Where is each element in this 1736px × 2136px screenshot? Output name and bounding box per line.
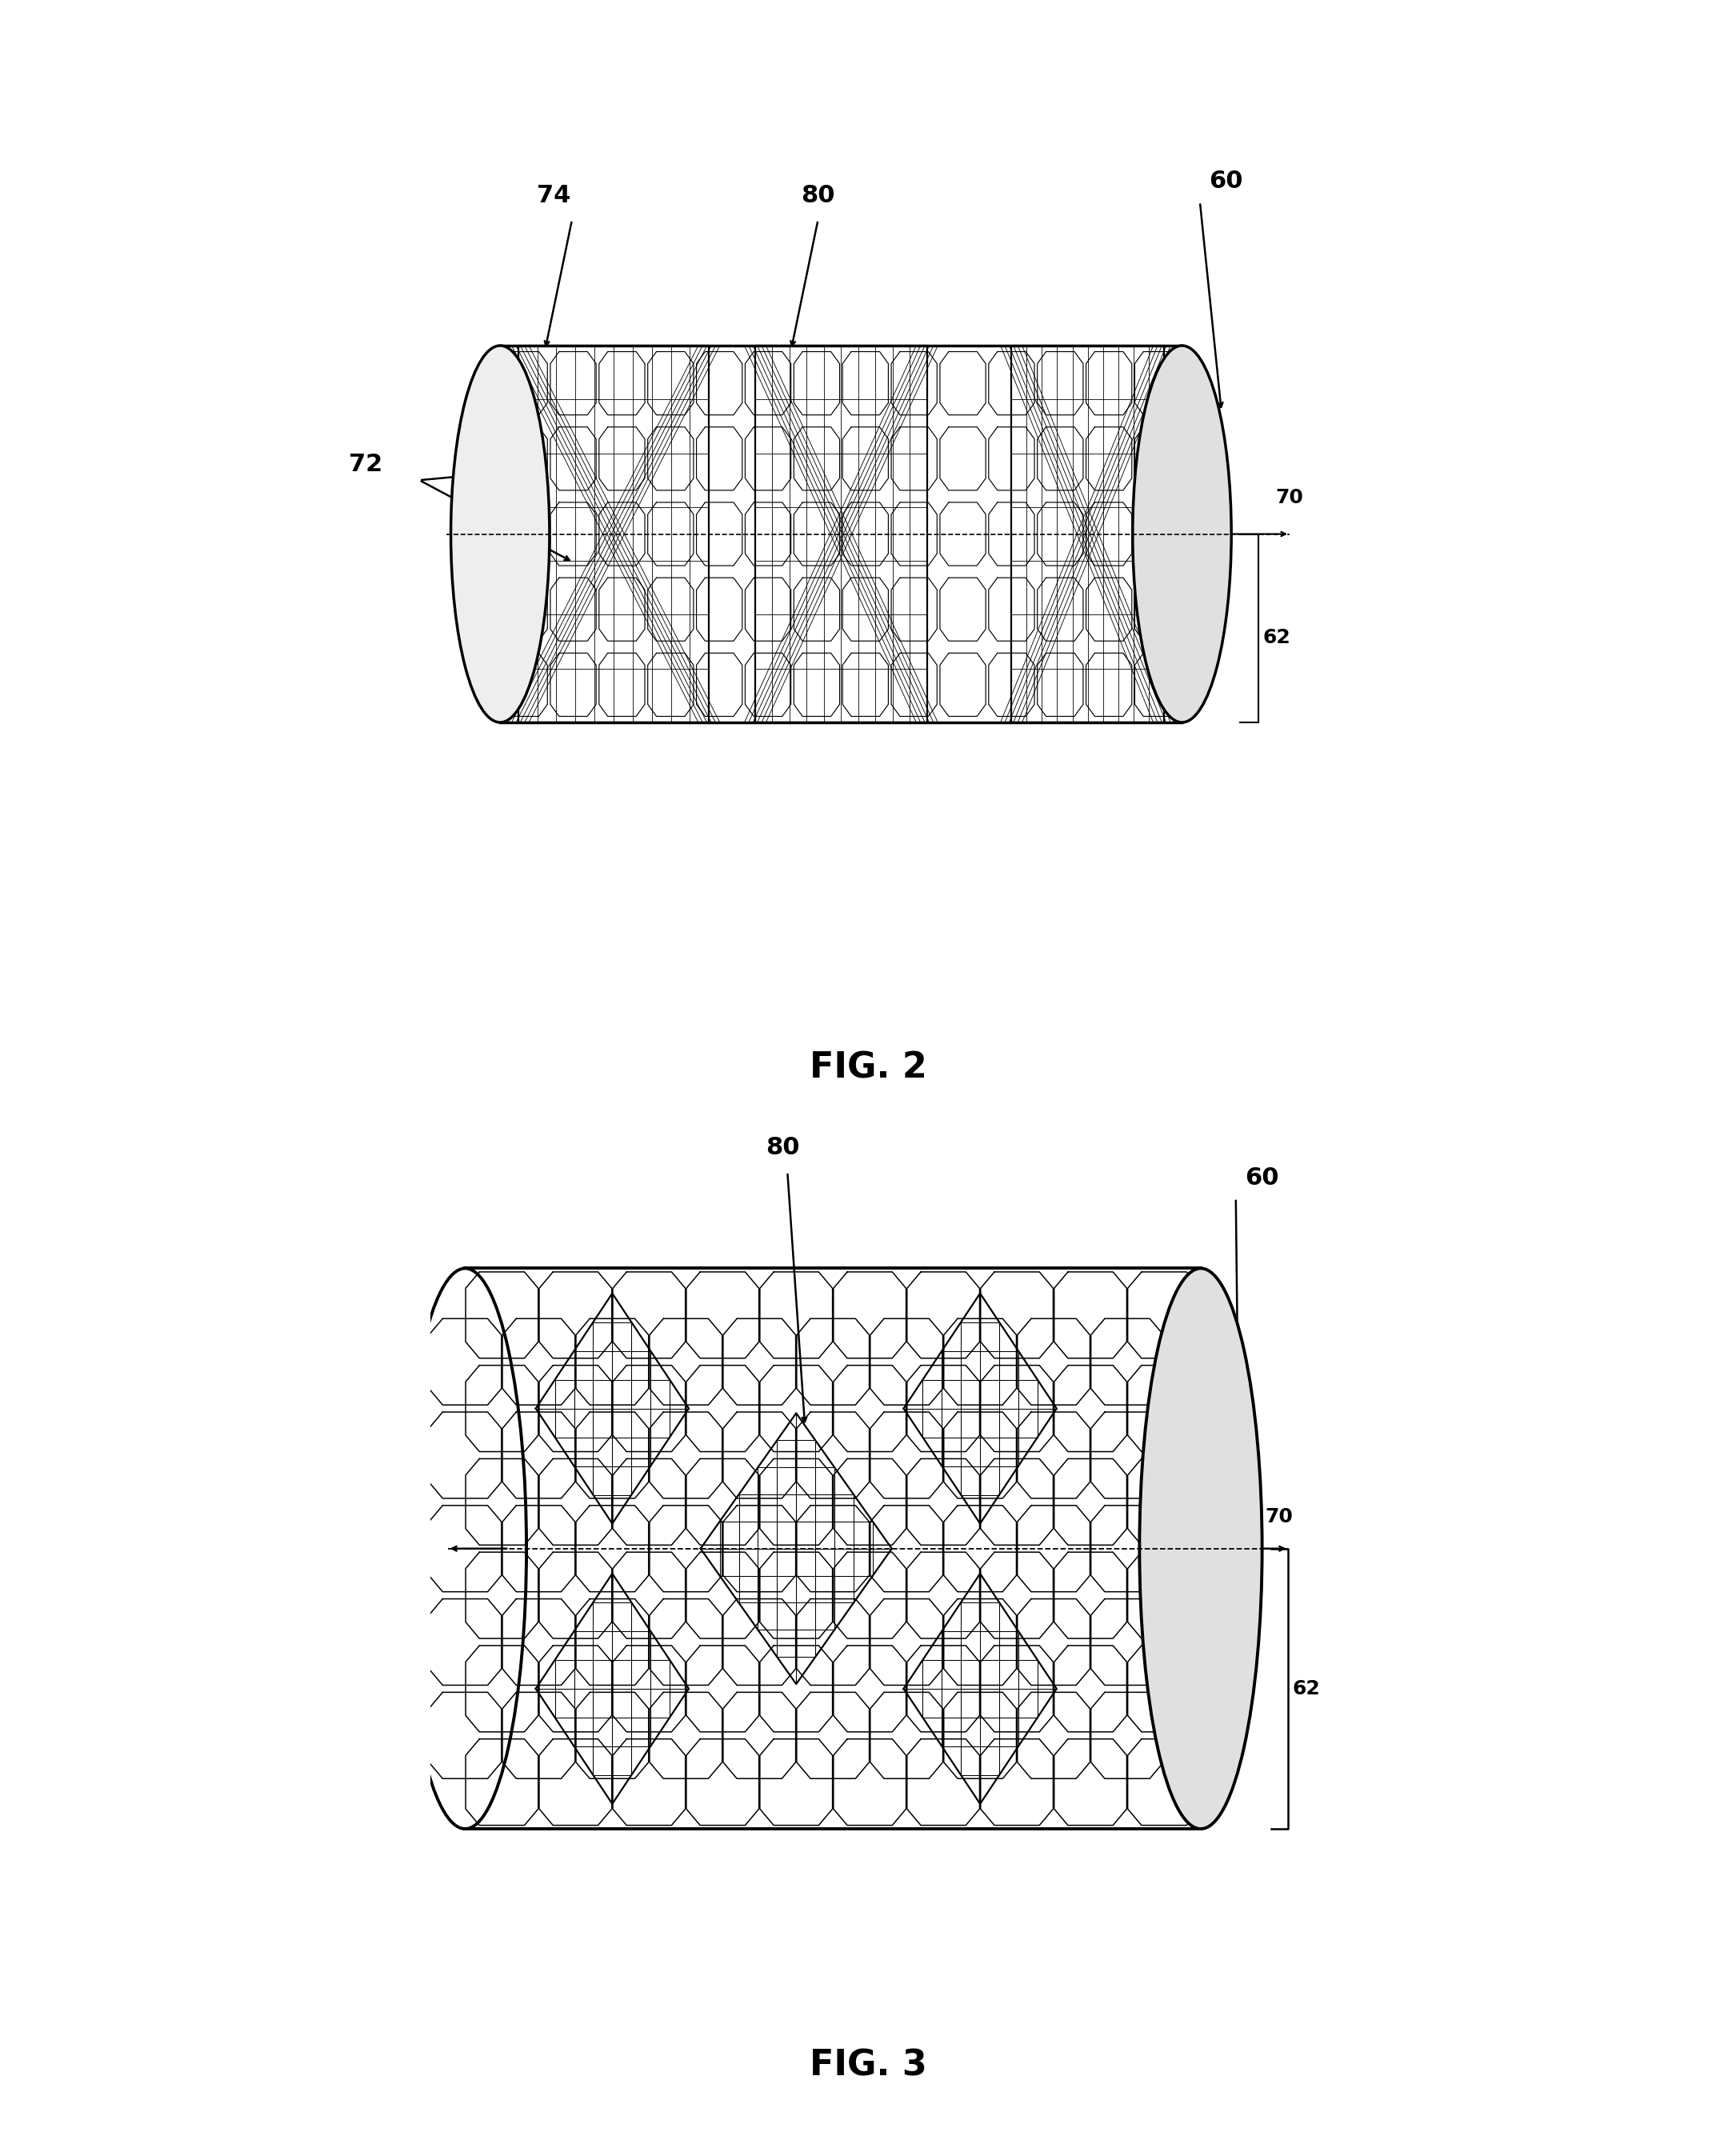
Text: 60: 60 (1245, 1166, 1279, 1190)
Text: 74: 74 (536, 184, 571, 207)
Text: 60: 60 (1208, 171, 1243, 192)
Text: 70: 70 (1276, 487, 1304, 506)
Text: 80: 80 (766, 1136, 800, 1160)
Ellipse shape (1132, 346, 1231, 722)
Ellipse shape (451, 346, 550, 722)
Text: FIG. 3: FIG. 3 (809, 2048, 927, 2083)
Text: 80: 80 (800, 184, 835, 207)
Ellipse shape (1139, 1269, 1262, 1828)
Text: 62: 62 (1262, 628, 1290, 647)
Text: 70: 70 (1266, 1508, 1293, 1527)
Text: 62: 62 (1293, 1679, 1321, 1698)
Text: FIG. 2: FIG. 2 (809, 1051, 927, 1085)
Text: 72: 72 (349, 453, 382, 476)
